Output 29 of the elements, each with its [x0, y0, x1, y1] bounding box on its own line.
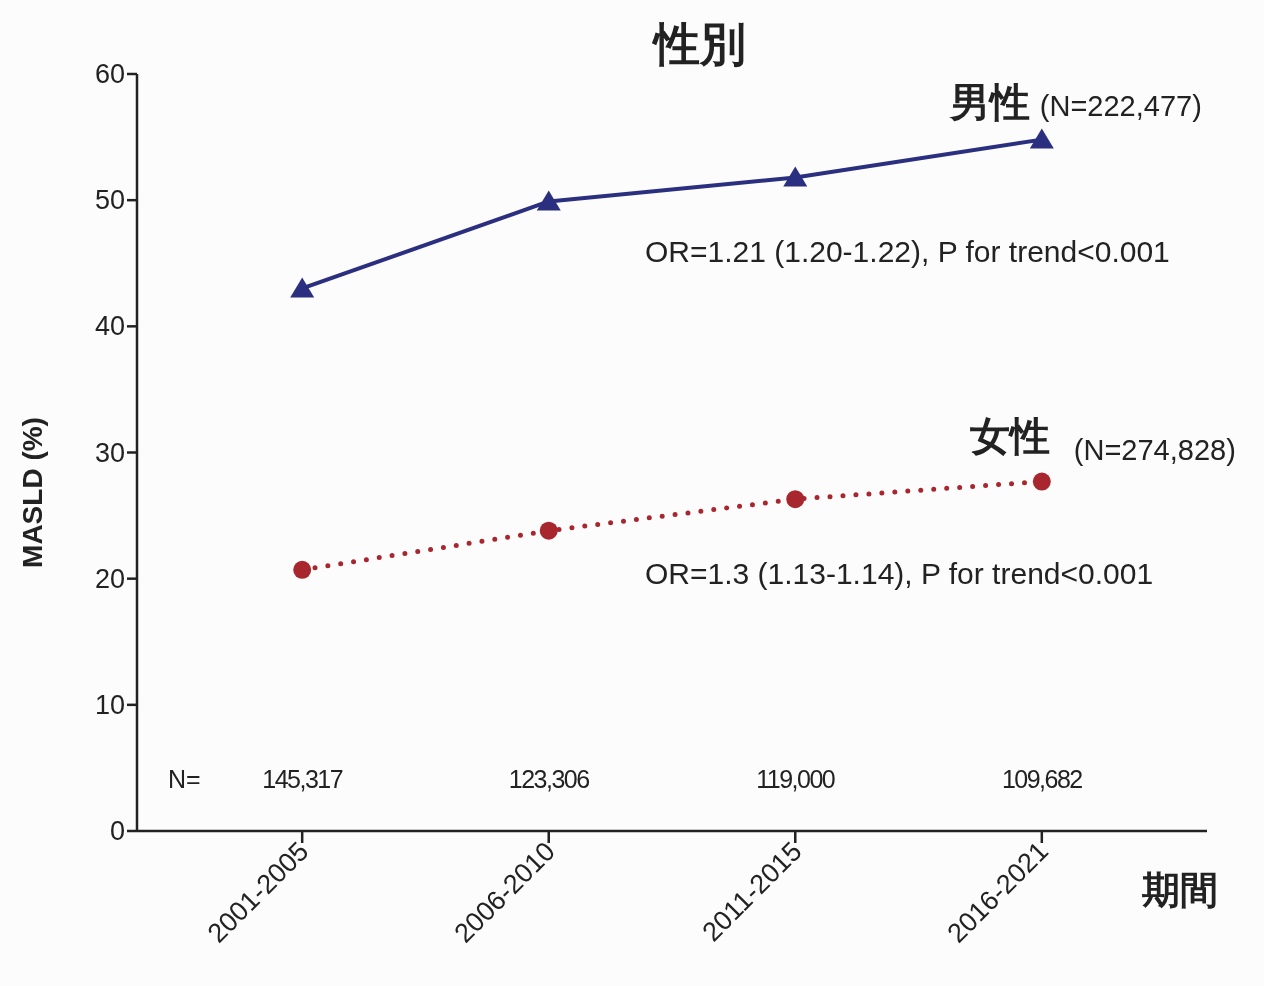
point [536, 190, 561, 211]
annotation: (N=222,477) [1039, 89, 1202, 122]
annotation: 119,000 [756, 765, 835, 793]
point [290, 277, 315, 298]
series-label: 男性 [948, 79, 1030, 124]
point [293, 560, 312, 579]
annotation: 123,306 [508, 765, 590, 793]
annotation: N= [168, 765, 201, 793]
y-tick-label: 40 [94, 311, 125, 342]
y-tick-label: 50 [94, 185, 125, 216]
chart-title: 性別 [651, 18, 746, 70]
annotation: 145,317 [262, 765, 343, 793]
y-tick-label: 10 [94, 689, 125, 720]
series-label: 女性 [969, 413, 1050, 458]
point [783, 166, 808, 187]
point [786, 490, 805, 509]
annotation: 109,682 [1001, 765, 1083, 793]
y-tick-label: 0 [109, 816, 125, 846]
y-tick-label: 20 [94, 563, 125, 594]
x-axis-title: 期間 [1141, 869, 1218, 911]
point [1032, 472, 1051, 491]
annotation: (N=274,828) [1073, 433, 1236, 466]
point [539, 521, 558, 540]
y-tick-label: 60 [94, 59, 125, 89]
y-tick-label: 30 [94, 437, 125, 468]
y-axis-title: MASLD (%) [17, 417, 48, 568]
annotation: OR=1.21 (1.20-1.22), P for trend<0.001 [645, 235, 1170, 268]
point [1029, 128, 1054, 149]
annotation: OR=1.3 (1.13-1.14), P for trend<0.001 [645, 557, 1154, 590]
